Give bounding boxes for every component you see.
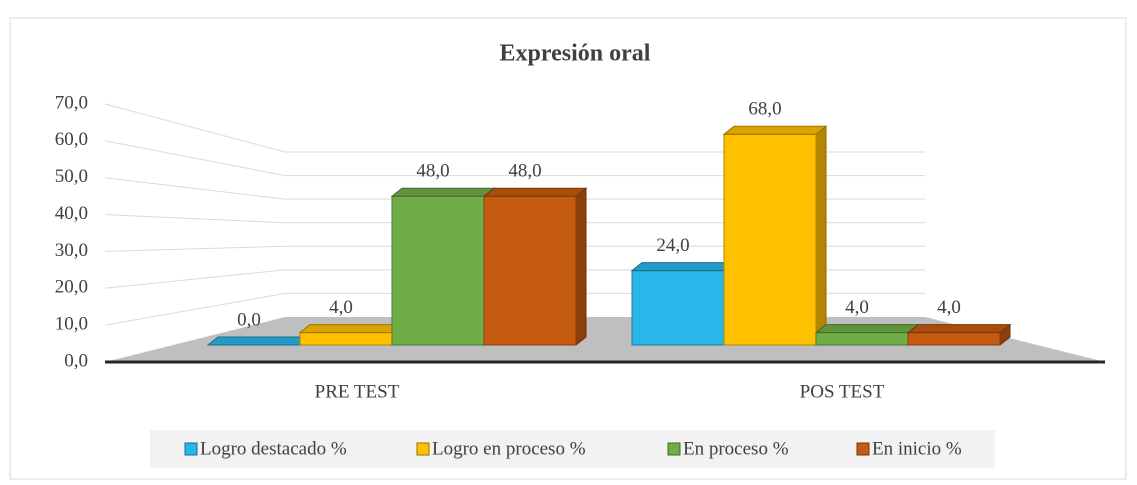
bar-top	[814, 324, 920, 334]
chart-title: Expresión oral	[500, 41, 651, 67]
data-label: 24,0	[656, 235, 689, 256]
bar-front	[815, 332, 909, 346]
legend-label: En proceso %	[683, 438, 789, 459]
y-tick-label: 20,0	[55, 277, 88, 298]
bar-top	[298, 324, 404, 334]
x-tick-label: POS TEST	[800, 381, 885, 402]
bar-front	[299, 332, 393, 346]
y-tick-label: 70,0	[55, 92, 88, 113]
bar	[206, 336, 312, 346]
bar	[814, 323, 920, 347]
bar	[906, 323, 1012, 347]
y-tick-label: 40,0	[55, 203, 88, 224]
grid-line	[104, 103, 925, 153]
bar-front	[907, 332, 1001, 346]
bar-top	[482, 187, 588, 197]
legend-label: En inicio %	[872, 438, 962, 459]
legend-swatch	[856, 442, 870, 456]
bar-top	[630, 262, 736, 272]
bar-side	[575, 187, 587, 347]
data-label: 4,0	[937, 297, 961, 318]
bar-front	[483, 195, 577, 346]
bar-top	[206, 336, 312, 346]
legend-swatch	[667, 442, 681, 456]
data-label: 48,0	[416, 161, 449, 182]
bar-side	[815, 125, 827, 347]
y-tick-label: 10,0	[55, 314, 88, 335]
legend-label: Logro en proceso %	[432, 438, 586, 459]
bar	[298, 323, 404, 347]
bar	[630, 261, 736, 347]
grid-line	[104, 245, 925, 252]
grid-line	[104, 140, 925, 177]
y-tick-label: 30,0	[55, 240, 88, 261]
legend-label: Logro destacado %	[200, 438, 347, 459]
data-label: 0,0	[237, 309, 261, 330]
data-label: 68,0	[748, 99, 781, 120]
legend-box	[150, 430, 995, 468]
y-tick-label: 50,0	[55, 166, 88, 187]
data-label: 4,0	[845, 297, 869, 318]
bar	[390, 187, 496, 347]
data-label: 4,0	[329, 297, 353, 318]
data-label: 48,0	[508, 161, 541, 182]
bar-top	[722, 125, 828, 135]
legend-swatch	[416, 442, 430, 456]
y-tick-label: 60,0	[55, 129, 88, 150]
bar-top	[390, 187, 496, 197]
bar-front	[391, 195, 485, 346]
legend-swatch	[184, 442, 198, 456]
bar	[722, 125, 828, 347]
bar-front	[723, 133, 817, 346]
x-tick-label: PRE TEST	[315, 381, 400, 402]
bar-front	[631, 270, 725, 346]
grid-line	[104, 177, 925, 200]
bar-top	[906, 324, 1012, 334]
grid-line	[104, 214, 925, 224]
bar	[482, 187, 588, 347]
y-tick-label: 0,0	[64, 350, 88, 371]
